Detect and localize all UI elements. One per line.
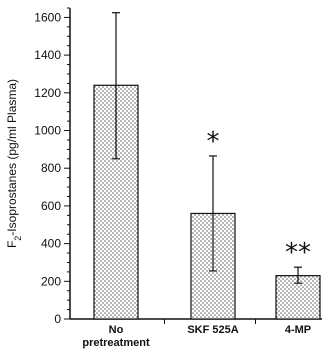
y-tick-label: 1400 xyxy=(34,48,61,62)
y-tick-label: 1600 xyxy=(34,10,61,24)
significance-marker-2: * xyxy=(207,127,220,157)
x-category-label: 4-MP xyxy=(285,324,311,336)
x-category-label: pretreatment xyxy=(82,337,150,349)
y-tick-label: 1200 xyxy=(34,86,61,100)
y-tick-label: 1000 xyxy=(34,124,61,138)
y-tick-label: 800 xyxy=(41,161,61,175)
x-category-label: No xyxy=(109,324,124,336)
y-tick-label: 600 xyxy=(41,199,61,213)
x-category-label: SKF 525A xyxy=(187,324,238,336)
y-tick-label: 0 xyxy=(54,312,61,326)
y-tick-label: 400 xyxy=(41,237,61,251)
y-axis-label: F2-Isoprostanes (pg/ml Plasma) xyxy=(5,79,23,248)
y-tick-label: 200 xyxy=(41,274,61,288)
significance-marker-3: ** xyxy=(285,238,311,268)
